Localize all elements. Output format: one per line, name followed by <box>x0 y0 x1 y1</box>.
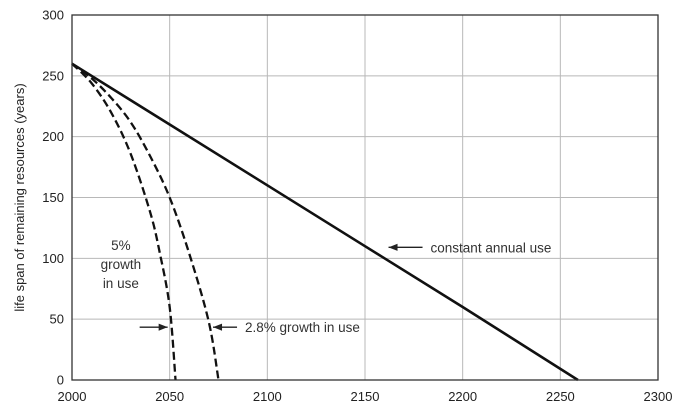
growth28-arrow-head <box>213 323 223 331</box>
x-tick-label: 2250 <box>546 389 575 404</box>
x-tick-label: 2200 <box>448 389 477 404</box>
tick-labels: 2000 2050 2100 2150 2200 2250 2300 0 50 100 150 200… <box>42 8 672 405</box>
series-line-2-8-growth-in-use <box>71 62 220 381</box>
annotation-constant-annual-use: constant annual use <box>431 240 552 255</box>
y-tick-label: 150 <box>42 190 64 205</box>
series-lines <box>71 62 579 382</box>
y-tick-label: 300 <box>42 8 64 23</box>
y-tick-label: 100 <box>42 251 64 266</box>
y-tick-label: 0 <box>57 373 64 388</box>
y-tick-label: 200 <box>42 129 64 144</box>
y-axis-label: life span of remaining resources (years) <box>12 83 27 311</box>
x-tick-label: 2300 <box>644 389 673 404</box>
plot-frame <box>71 14 659 381</box>
x-tick-label: 2050 <box>155 389 184 404</box>
annotation-5pct-growth-line: in use <box>103 276 139 291</box>
constant-arrow-head <box>388 243 398 251</box>
y-tick-label: 250 <box>42 68 64 83</box>
annotation-2-8pct-growth-in-use: 2.8% growth in use <box>245 320 360 335</box>
x-tick-label: 2000 <box>58 389 87 404</box>
x-tick-label: 2100 <box>253 389 282 404</box>
series-line-5-growth-in-use <box>71 62 177 381</box>
annotation-5pct-growth-line: growth <box>101 257 142 272</box>
x-tick-label: 2150 <box>351 389 380 404</box>
annotations: constant annual use 5% growth in use 2.8% gr… <box>101 238 552 335</box>
annotation-5pct-growth-line: 5% <box>111 238 131 253</box>
growth5-arrow-head <box>158 323 168 331</box>
series-line-constant-annual-use <box>71 62 579 382</box>
y-tick-label: 50 <box>50 312 64 327</box>
gridlines <box>72 15 658 380</box>
